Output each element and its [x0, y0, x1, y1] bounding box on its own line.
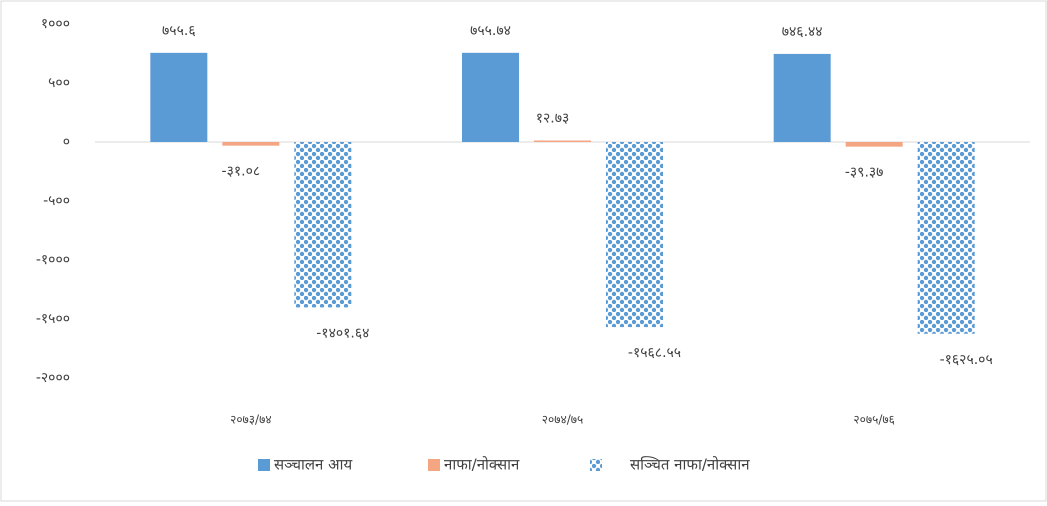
data-label: ७५५.७४	[470, 23, 511, 39]
data-label: -१५६८.५५	[628, 345, 681, 361]
bar	[606, 142, 663, 328]
data-label: १२.७३	[536, 110, 570, 126]
x-tick-label: २०७५/७६	[853, 413, 894, 427]
data-label: -३९.३७	[845, 165, 884, 181]
y-tick-label: ०	[63, 134, 70, 150]
bar	[917, 142, 975, 334]
data-label: ७४६.४४	[782, 24, 823, 40]
x-tick-label: २०७४/७५	[542, 413, 583, 427]
y-tick-label: -२०००	[36, 370, 70, 386]
legend-label: सञ्चालन आय	[274, 456, 352, 474]
legend-label: सञ्चित नाफा/नोक्सान	[630, 456, 750, 474]
data-label: ७५५.६	[162, 23, 196, 39]
legend-swatch	[258, 459, 270, 471]
bar	[534, 140, 591, 142]
y-tick-label: -१५००	[36, 311, 70, 327]
legend-swatch	[428, 459, 440, 471]
data-label: -१६२५.०५	[940, 352, 993, 368]
data-label: -३१.०८	[222, 164, 261, 180]
x-tick-label: २०७३/७४	[230, 413, 271, 427]
y-tick-label: १०००	[41, 16, 70, 32]
y-tick-label: -१०००	[36, 252, 70, 268]
bar	[773, 53, 831, 143]
bar	[462, 52, 519, 143]
bar	[222, 142, 280, 146]
data-label: -१४०१.६४	[316, 325, 369, 341]
y-tick-label: -५००	[43, 193, 70, 209]
bar	[845, 142, 903, 147]
bar	[294, 142, 352, 308]
bar	[150, 52, 208, 142]
legend-swatch	[590, 459, 602, 471]
y-tick-label: ५००	[48, 75, 70, 91]
legend-label: नाफा/नोक्सान	[444, 456, 520, 474]
